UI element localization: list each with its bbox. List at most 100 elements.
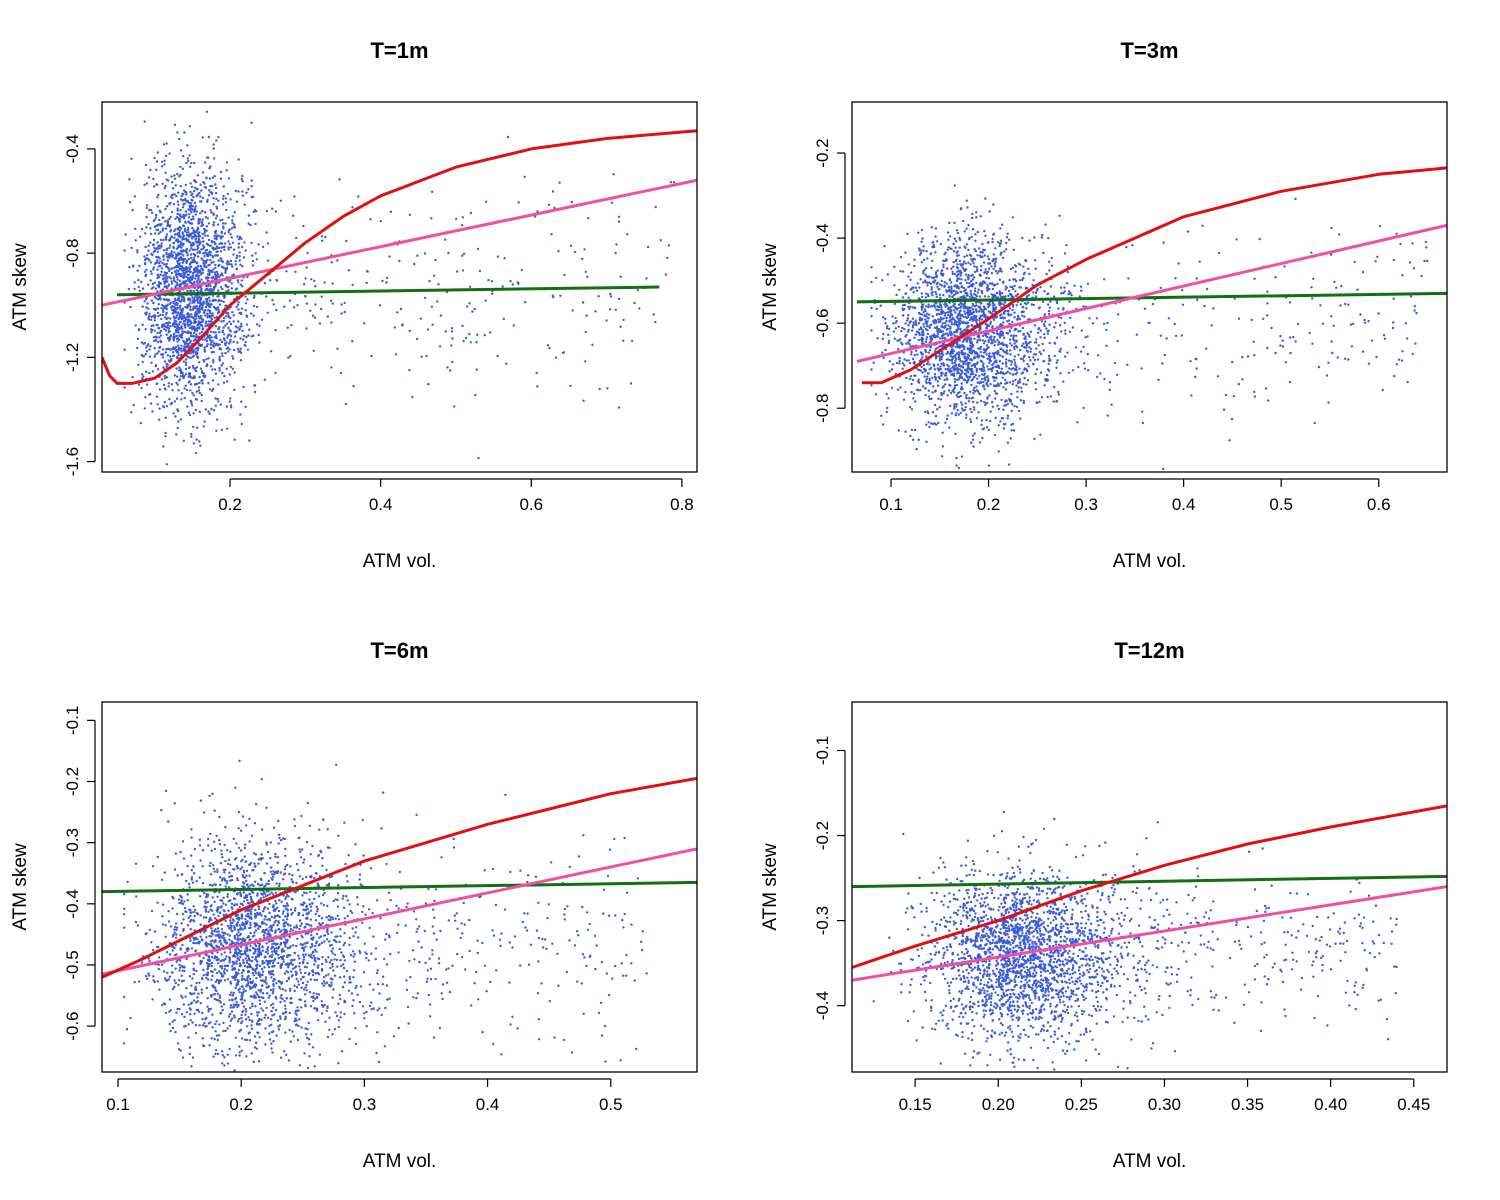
point <box>156 250 159 254</box>
point <box>178 378 181 381</box>
point <box>986 255 990 258</box>
point <box>187 273 190 277</box>
point <box>910 350 913 354</box>
point <box>1013 404 1016 408</box>
point <box>971 278 975 281</box>
point <box>296 304 299 307</box>
point <box>158 407 161 410</box>
point <box>154 213 158 217</box>
point <box>220 258 223 261</box>
point <box>1062 291 1065 295</box>
point <box>144 353 147 356</box>
point <box>247 222 250 225</box>
point <box>1347 303 1350 306</box>
point <box>149 227 152 230</box>
point <box>891 315 894 318</box>
point <box>622 318 625 322</box>
point <box>1141 410 1144 413</box>
point <box>964 406 967 409</box>
point <box>175 255 178 258</box>
point <box>1216 375 1220 378</box>
point <box>1232 395 1236 398</box>
point <box>215 337 218 340</box>
point <box>239 236 242 239</box>
point <box>1041 342 1044 346</box>
point <box>200 273 203 276</box>
point <box>490 280 493 283</box>
point <box>205 242 209 246</box>
point <box>192 366 195 369</box>
point <box>1033 236 1036 239</box>
point <box>165 322 168 325</box>
point <box>258 341 261 344</box>
point <box>214 242 217 245</box>
point <box>989 410 992 413</box>
point <box>952 260 955 264</box>
point <box>228 348 231 351</box>
point <box>193 201 196 205</box>
point <box>137 285 140 289</box>
point <box>947 365 950 368</box>
point <box>996 282 999 286</box>
point <box>173 193 176 196</box>
point <box>175 355 179 359</box>
point <box>206 297 209 301</box>
point <box>190 222 193 225</box>
point <box>924 393 927 397</box>
point <box>177 265 180 269</box>
point <box>184 363 188 366</box>
point <box>219 286 223 289</box>
point <box>953 405 956 408</box>
point <box>979 381 983 384</box>
point <box>902 398 906 401</box>
point <box>123 386 126 389</box>
point <box>917 311 921 315</box>
point <box>174 184 177 187</box>
point <box>921 237 924 240</box>
point <box>1174 334 1178 338</box>
point <box>1011 380 1015 383</box>
point <box>926 284 929 287</box>
point <box>189 261 192 265</box>
point <box>208 271 211 275</box>
point <box>191 215 195 218</box>
point <box>964 362 967 365</box>
point <box>240 177 243 181</box>
point <box>168 269 171 273</box>
point <box>1015 334 1018 337</box>
point <box>158 257 161 260</box>
point <box>1015 279 1018 283</box>
point <box>123 348 126 351</box>
point <box>949 325 952 329</box>
point <box>159 313 162 316</box>
point <box>210 192 214 196</box>
point <box>1025 344 1029 347</box>
point <box>221 352 224 355</box>
point <box>953 374 956 377</box>
point <box>1018 378 1022 381</box>
point <box>351 340 354 343</box>
point <box>240 422 243 426</box>
x-tick-label: 0.8 <box>670 495 694 514</box>
point <box>225 322 229 325</box>
point <box>240 325 243 328</box>
point <box>184 384 187 387</box>
point <box>1011 266 1015 269</box>
point <box>967 397 971 400</box>
point <box>199 285 202 289</box>
point <box>206 309 209 312</box>
point <box>138 289 141 293</box>
point <box>201 136 204 139</box>
point <box>955 229 959 232</box>
point <box>1409 295 1413 298</box>
point <box>1237 317 1241 320</box>
point <box>190 432 193 436</box>
point <box>130 411 133 414</box>
point <box>970 367 973 371</box>
point <box>992 253 995 256</box>
point <box>887 333 890 337</box>
point <box>870 280 873 284</box>
point <box>1241 378 1244 381</box>
point <box>169 229 173 232</box>
point <box>396 311 399 314</box>
